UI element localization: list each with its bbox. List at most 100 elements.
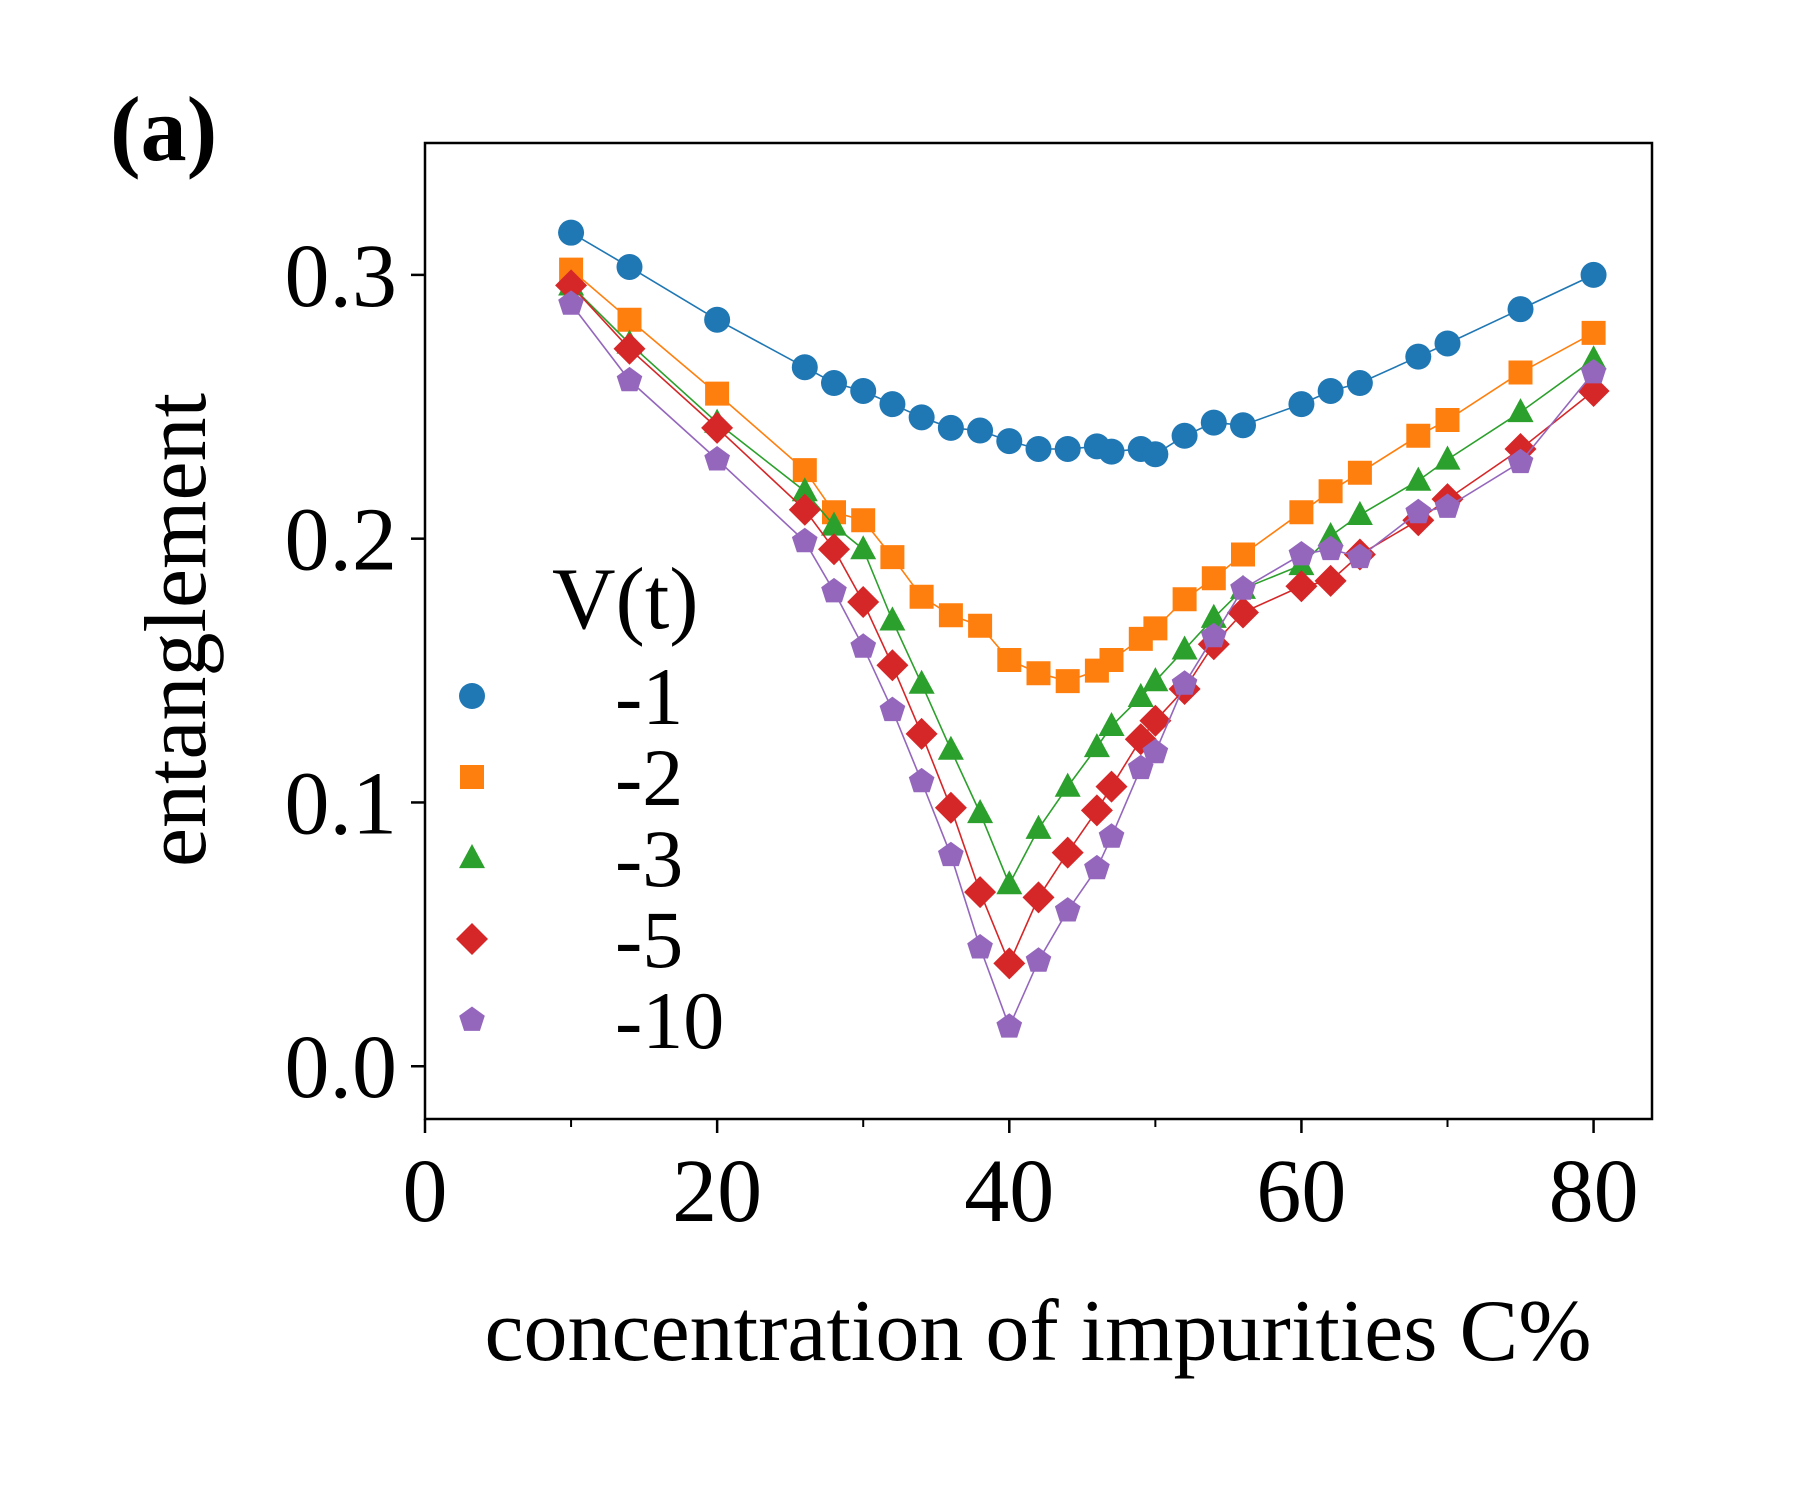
- x-tick-label: 80: [1549, 1142, 1639, 1241]
- data-point: [880, 545, 905, 570]
- data-point: [1288, 391, 1315, 418]
- series-neg2: [559, 257, 1606, 694]
- y-axis: 0.0 0.1 0.2 0.3: [285, 227, 425, 1117]
- data-point: [704, 446, 730, 471]
- series-line: [570, 268, 1594, 682]
- data-point: [1142, 441, 1169, 468]
- data-point: [1095, 770, 1128, 803]
- series-neg5: [555, 269, 1610, 980]
- y-tick-label: 0.3: [285, 227, 398, 326]
- data-point: [1025, 947, 1052, 972]
- data-point: [1580, 345, 1607, 370]
- legend-label: -2: [615, 732, 683, 823]
- data-point: [851, 508, 876, 533]
- plot-area: [423, 141, 1654, 1121]
- x-tick-label: 0: [403, 1142, 448, 1241]
- y-tick-label: 0.0: [285, 1018, 398, 1117]
- legend-title: V(t): [552, 551, 699, 648]
- y-axis-label: entanglement: [128, 393, 225, 867]
- legend-label: -5: [615, 894, 683, 985]
- plot-frame: [423, 141, 1654, 1121]
- data-point: [1139, 704, 1172, 737]
- data-point: [938, 841, 964, 867]
- data-point: [1289, 500, 1314, 525]
- data-point: [792, 458, 817, 483]
- data-point: [1054, 435, 1081, 462]
- data-point: [996, 428, 1023, 455]
- data-point: [1230, 575, 1256, 600]
- data-point: [1507, 398, 1534, 423]
- data-point: [1200, 409, 1227, 436]
- series-neg1: [558, 219, 1607, 468]
- x-axis-label: concentration of impurities C%: [484, 1283, 1591, 1380]
- data-point: [1346, 500, 1373, 525]
- legend-marker: [459, 844, 485, 869]
- data-point: [1200, 603, 1227, 628]
- legend-item: -3: [459, 813, 683, 904]
- data-point: [1346, 370, 1373, 397]
- data-point: [1172, 587, 1197, 612]
- data-point: [616, 366, 643, 392]
- data-point: [1317, 535, 1344, 561]
- data-point: [908, 767, 935, 793]
- data-point: [1230, 412, 1256, 439]
- data-point: [701, 411, 734, 444]
- data-point: [996, 1013, 1023, 1038]
- data-point: [818, 533, 850, 566]
- legend-items: -1-2-3-5-10: [456, 651, 724, 1066]
- data-point: [876, 649, 909, 682]
- data-point: [704, 306, 731, 333]
- data-point: [1507, 448, 1534, 474]
- data-point: [1317, 522, 1344, 547]
- data-point: [1405, 498, 1432, 524]
- x-tick-label: 60: [1256, 1142, 1346, 1241]
- data-point: [1405, 343, 1432, 370]
- data-point: [1084, 854, 1110, 880]
- data-point: [791, 477, 818, 502]
- data-point: [996, 870, 1023, 895]
- data-point: [1580, 261, 1607, 288]
- data-point: [967, 799, 994, 824]
- panel-label: (a): [110, 78, 217, 180]
- data-point: [821, 577, 847, 603]
- data-point: [1200, 622, 1227, 648]
- data-point: [1171, 635, 1198, 660]
- data-point: [1435, 408, 1460, 432]
- legend-item: -10: [459, 975, 724, 1066]
- data-point: [1143, 616, 1168, 641]
- data-point: [617, 307, 642, 332]
- data-point: [850, 633, 877, 658]
- data-point: [1434, 330, 1461, 357]
- legend-marker: [456, 923, 488, 955]
- data-point: [1051, 836, 1084, 869]
- data-point: [791, 354, 818, 381]
- data-point: [1581, 320, 1606, 345]
- data-point: [1054, 772, 1081, 797]
- data-point: [1083, 733, 1110, 758]
- data-point: [1054, 897, 1081, 922]
- data-point: [821, 370, 847, 397]
- data-point: [905, 717, 938, 750]
- data-point: [1022, 881, 1055, 914]
- data-point: [1055, 669, 1080, 694]
- data-point: [1314, 564, 1347, 597]
- data-point: [616, 253, 643, 280]
- data-point: [993, 947, 1026, 980]
- data-point: [1227, 596, 1259, 629]
- series-layer: [555, 219, 1610, 1038]
- data-point: [1231, 542, 1255, 567]
- data-point: [934, 791, 967, 824]
- data-point: [967, 934, 993, 959]
- data-point: [1098, 438, 1125, 465]
- data-point: [964, 876, 997, 909]
- data-point: [879, 696, 906, 722]
- data-point: [997, 648, 1022, 672]
- data-point: [1201, 566, 1226, 591]
- x-axis: 0 20 40 60 80: [403, 1119, 1639, 1241]
- data-point: [1318, 479, 1343, 504]
- data-point: [1080, 794, 1113, 827]
- legend-item: -1: [459, 651, 683, 742]
- series-neg3: [558, 271, 1607, 895]
- data-point: [1405, 466, 1432, 491]
- data-point: [1508, 360, 1533, 385]
